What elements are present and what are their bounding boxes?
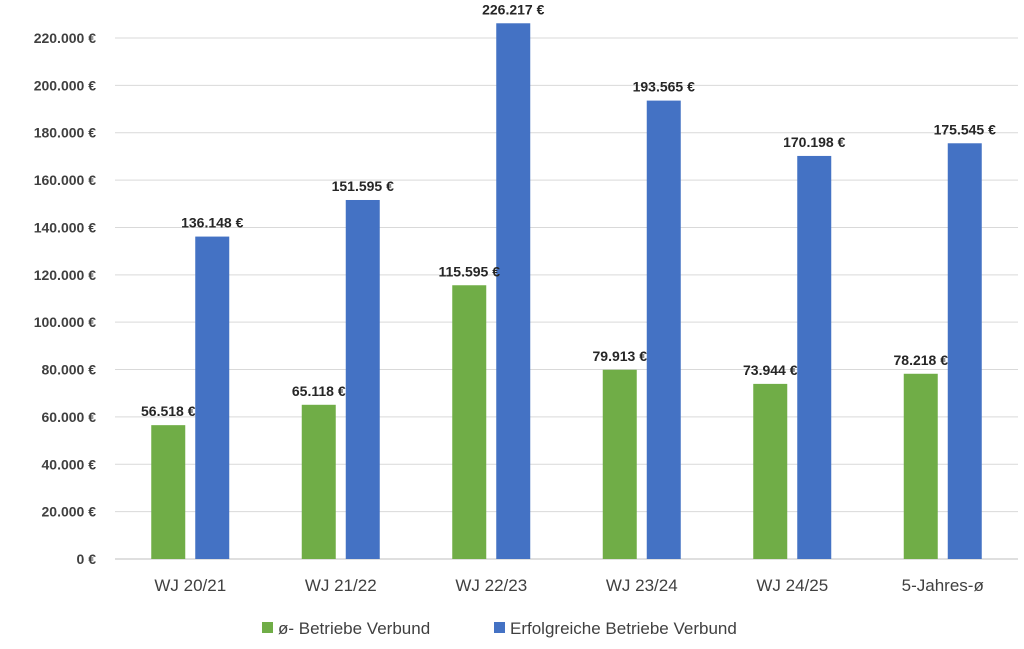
y-tick-label: 20.000 €: [42, 504, 97, 520]
bars: [151, 23, 982, 559]
x-axis-category-labels: WJ 20/21 WJ 21/22 WJ 22/23 WJ 23/24 WJ 24/25…: [154, 576, 984, 595]
bar: [195, 236, 230, 559]
gridlines: [115, 37, 1018, 560]
y-tick-label: 200.000 €: [34, 77, 96, 93]
bar: [903, 373, 938, 559]
y-tick-label: 40.000 €: [42, 456, 97, 472]
data-label: 175.545 €: [934, 121, 996, 137]
legend-label: ø- Betriebe Verbund: [278, 619, 430, 638]
y-tick-label: 60.000 €: [42, 409, 97, 425]
y-tick-label: 220.000 €: [34, 30, 96, 46]
data-label: 56.518 €: [141, 403, 196, 419]
bar: [797, 155, 832, 559]
data-label: 170.198 €: [783, 134, 845, 150]
data-label: 226.217 €: [482, 1, 544, 17]
data-label: 73.944 €: [743, 362, 798, 378]
bar: [301, 404, 336, 559]
x-tick-label: WJ 24/25: [756, 576, 828, 595]
y-tick-label: 180.000 €: [34, 125, 96, 141]
x-tick-label: WJ 22/23: [455, 576, 527, 595]
y-tick-label: 160.000 €: [34, 172, 96, 188]
legend: ø- Betriebe Verbund Erfolgreiche Betriebe…: [262, 619, 737, 638]
legend-swatch: [494, 622, 505, 633]
bar: [646, 100, 681, 559]
data-label: 193.565 €: [633, 79, 695, 95]
y-tick-label: 140.000 €: [34, 219, 96, 235]
y-tick-label: 100.000 €: [34, 314, 96, 330]
y-axis-tick-labels: 0 € 20.000 € 40.000 € 60.000 € 80.000 € 100.0…: [34, 30, 97, 567]
bar: [345, 199, 380, 559]
legend-label: Erfolgreiche Betriebe Verbund: [510, 619, 737, 638]
bar: [452, 285, 487, 559]
bar: [496, 23, 531, 559]
y-tick-label: 120.000 €: [34, 267, 96, 283]
legend-swatch: [262, 622, 273, 633]
bar: [947, 143, 982, 559]
data-label: 65.118 €: [292, 383, 346, 399]
bar: [753, 383, 788, 559]
x-tick-label: WJ 21/22: [305, 576, 377, 595]
data-label: 79.913 €: [593, 348, 648, 364]
y-tick-label: 0 €: [77, 551, 97, 567]
data-label: 78.218 €: [894, 352, 949, 368]
y-tick-label: 80.000 €: [42, 362, 97, 378]
bar: [602, 369, 637, 559]
data-label: 136.148 €: [181, 215, 243, 231]
x-tick-label: WJ 20/21: [154, 576, 226, 595]
data-label: 115.595 €: [438, 263, 500, 279]
bar: [151, 425, 186, 559]
data-labels: 56.518 € 136.148 € 65.118 € 151.595 € 115.59…: [141, 1, 996, 419]
data-label: 151.595 €: [332, 178, 394, 194]
x-tick-label: 5-Jahres-ø: [902, 576, 984, 595]
x-tick-label: WJ 23/24: [606, 576, 678, 595]
